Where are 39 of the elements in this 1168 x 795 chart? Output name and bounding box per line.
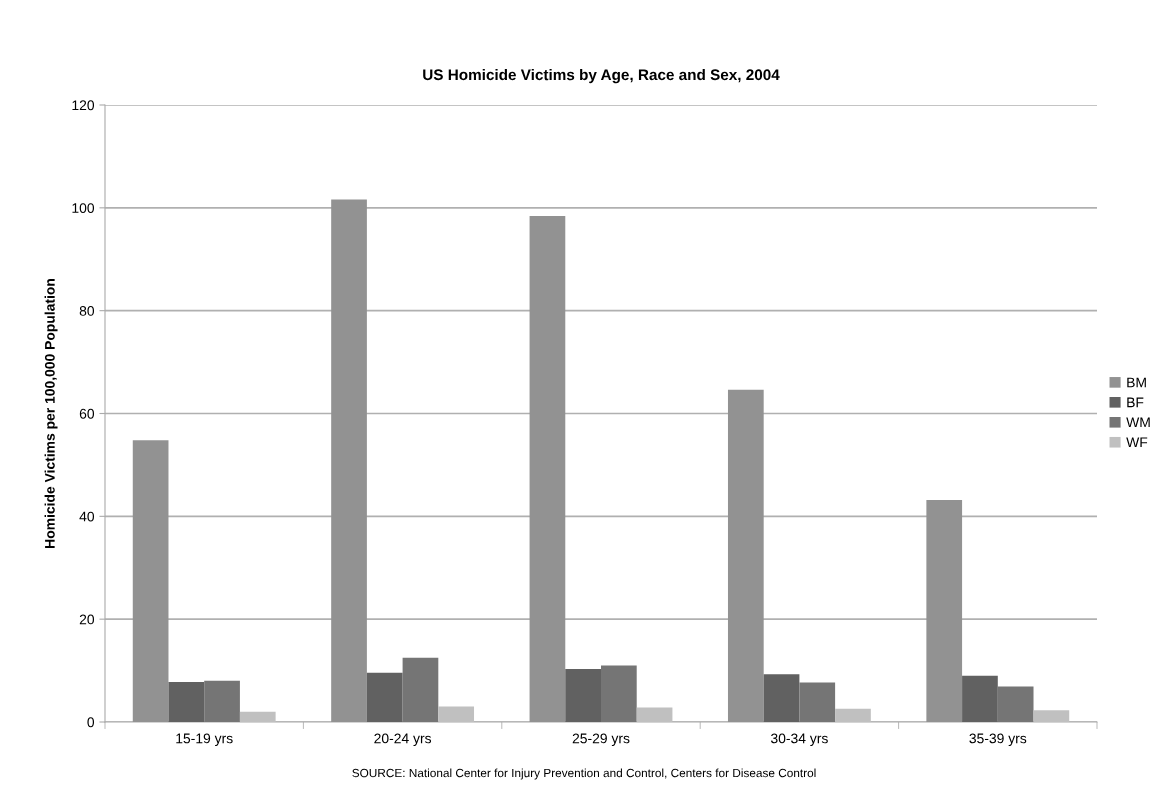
legend-label: BM [1127,377,1146,388]
x-tick-label: 15-19 yrs [176,733,233,747]
y-tick-label: 40 [79,511,95,522]
bar [997,686,1034,722]
bar [1033,710,1070,722]
legend-label: WM [1126,417,1150,428]
bar [366,672,403,722]
bar [204,680,240,722]
bar [727,389,764,722]
bar [565,669,601,722]
y-tick-label: 80 [79,306,95,316]
bar [402,657,439,722]
source-note: SOURCE: National Center for Injury Prevention and Control, Centers for Disease Control [352,768,816,780]
bar [799,682,836,722]
bar [601,665,637,722]
y-tick-label: 60 [79,408,95,419]
x-tick-label: 35-39 yrs [969,733,1027,747]
bar [168,681,205,722]
y-tick-label: 120 [72,100,95,111]
y-tick-label: 100 [72,203,95,213]
y-tick-label: 20 [79,614,95,625]
bar [835,708,871,722]
bar [763,674,800,722]
y-axis-title: Homicide Victims per 100,000 Population [44,279,58,548]
x-tick-label: 25-29 yrs [572,733,630,747]
bar [529,216,566,722]
x-tick-label: 30-34 yrs [770,733,828,747]
bar [636,707,673,722]
bar [239,711,276,722]
bar [926,499,963,722]
x-tick-label: 20-24 yrs [374,733,432,747]
bar [132,440,169,722]
bar [438,706,475,722]
bar [962,675,998,722]
legend-label: WF [1126,437,1148,448]
bar [331,199,367,722]
y-tick-label: 0 [87,717,95,728]
chart-title: US Homicide Victims by Age, Race and Sex, 2004 [423,68,780,84]
legend-label: BF [1127,397,1144,408]
